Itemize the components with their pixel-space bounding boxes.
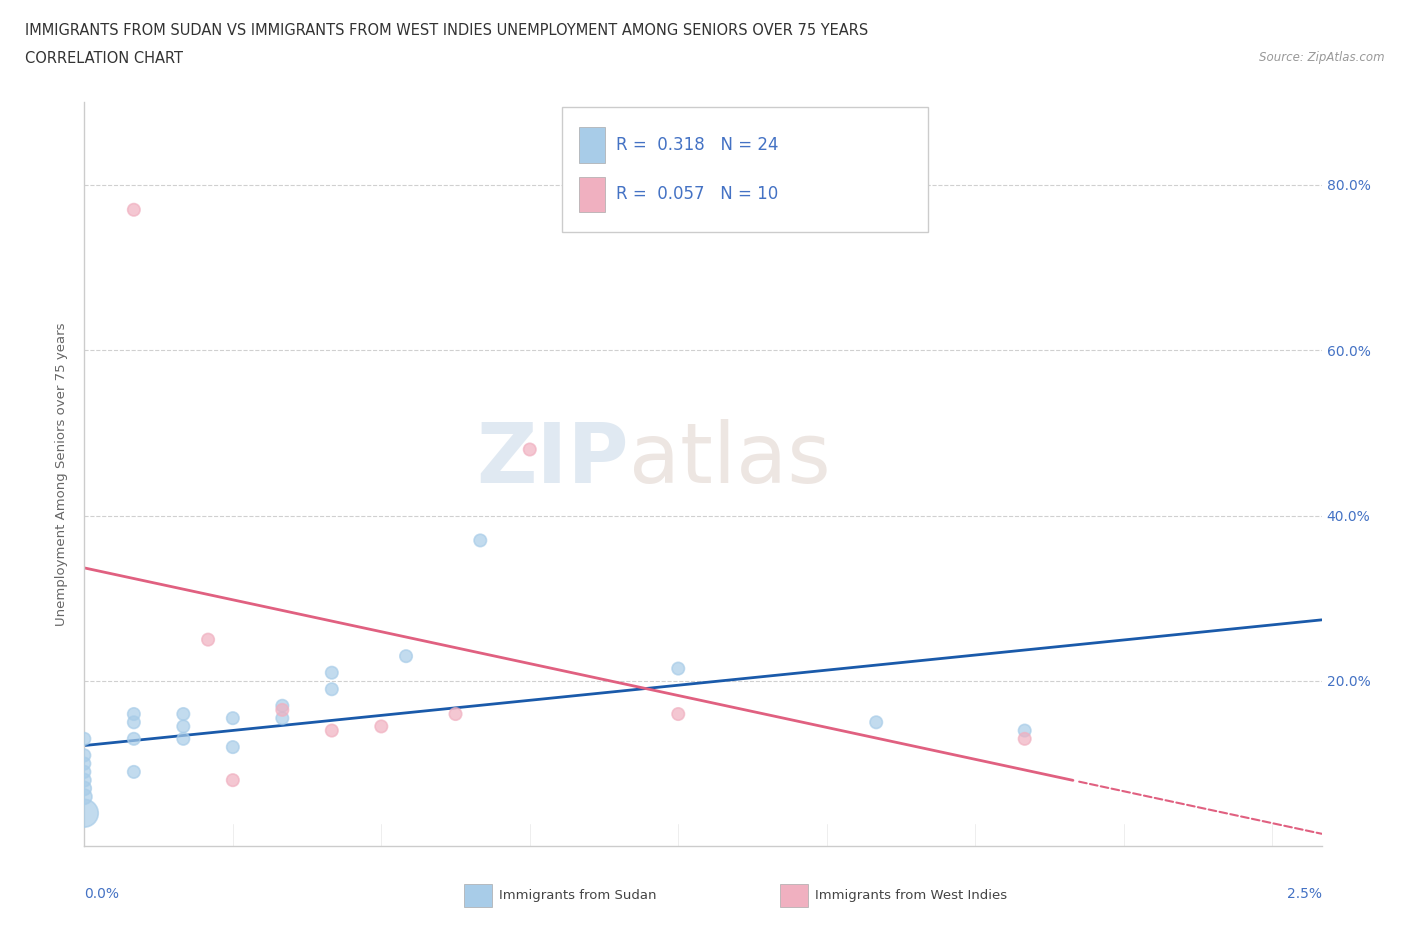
Point bbox=[73, 773, 96, 788]
Point bbox=[271, 702, 294, 717]
Text: Immigrants from Sudan: Immigrants from Sudan bbox=[499, 889, 657, 902]
Text: CORRELATION CHART: CORRELATION CHART bbox=[25, 51, 183, 66]
Text: ZIP: ZIP bbox=[477, 418, 628, 500]
Point bbox=[395, 649, 418, 664]
Point bbox=[122, 715, 145, 730]
Point bbox=[271, 698, 294, 713]
Point bbox=[222, 773, 245, 788]
Point bbox=[73, 790, 96, 804]
Text: IMMIGRANTS FROM SUDAN VS IMMIGRANTS FROM WEST INDIES UNEMPLOYMENT AMONG SENIORS : IMMIGRANTS FROM SUDAN VS IMMIGRANTS FROM… bbox=[25, 23, 869, 38]
Text: atlas: atlas bbox=[628, 418, 831, 500]
Text: 2.5%: 2.5% bbox=[1286, 887, 1322, 901]
Point bbox=[1014, 731, 1036, 746]
Point bbox=[666, 707, 689, 722]
Point bbox=[73, 748, 96, 763]
Text: R =  0.057   N = 10: R = 0.057 N = 10 bbox=[616, 185, 778, 204]
Point bbox=[73, 781, 96, 796]
Point bbox=[172, 731, 194, 746]
Text: Source: ZipAtlas.com: Source: ZipAtlas.com bbox=[1260, 51, 1385, 64]
Point bbox=[370, 719, 392, 734]
Point bbox=[172, 719, 194, 734]
Point bbox=[172, 707, 194, 722]
Point bbox=[321, 724, 343, 738]
Point bbox=[271, 711, 294, 725]
Point bbox=[321, 682, 343, 697]
Point bbox=[197, 632, 219, 647]
Point bbox=[122, 731, 145, 746]
Point bbox=[222, 739, 245, 754]
Point bbox=[222, 711, 245, 725]
Point bbox=[73, 805, 96, 820]
Point bbox=[73, 764, 96, 779]
Point bbox=[321, 665, 343, 680]
Text: 0.0%: 0.0% bbox=[84, 887, 120, 901]
Point bbox=[122, 707, 145, 722]
Point bbox=[73, 731, 96, 746]
Point bbox=[470, 533, 492, 548]
Point bbox=[666, 661, 689, 676]
Text: Immigrants from West Indies: Immigrants from West Indies bbox=[815, 889, 1008, 902]
Text: R =  0.318   N = 24: R = 0.318 N = 24 bbox=[616, 136, 779, 154]
Point bbox=[122, 764, 145, 779]
Point bbox=[122, 203, 145, 218]
Point bbox=[73, 756, 96, 771]
Point bbox=[1014, 724, 1036, 738]
Y-axis label: Unemployment Among Seniors over 75 years: Unemployment Among Seniors over 75 years bbox=[55, 323, 69, 626]
Point bbox=[865, 715, 887, 730]
Point bbox=[444, 707, 467, 722]
Point bbox=[519, 442, 541, 457]
